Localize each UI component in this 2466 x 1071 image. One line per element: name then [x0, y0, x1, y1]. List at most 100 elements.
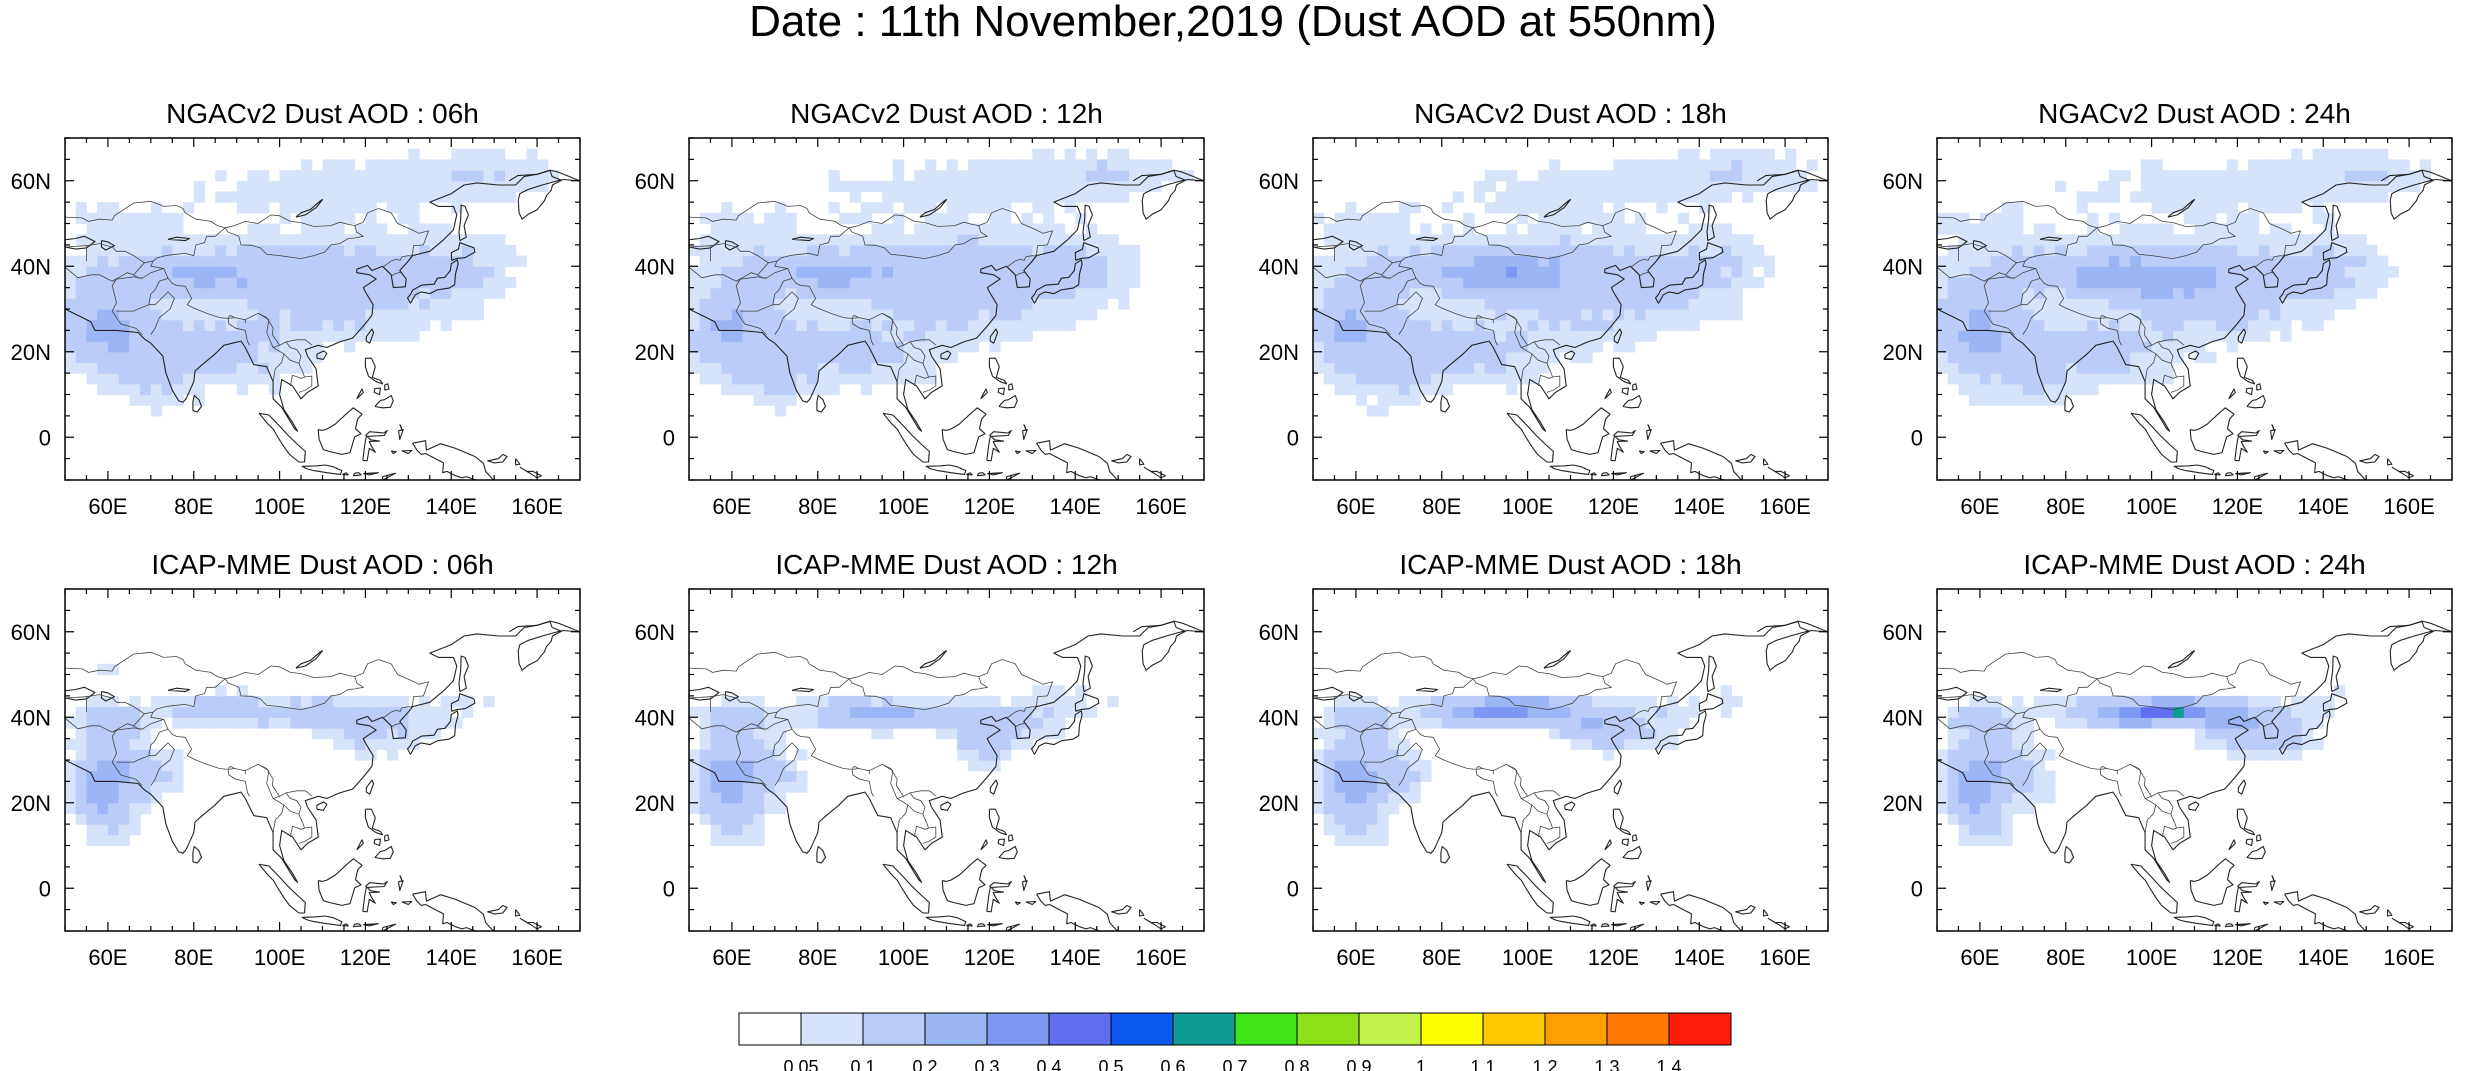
map-panel-5: 60E 80E 100E 120E 140E 160E 60N 40N 20N 0 ICAP-MME…: [11, 549, 581, 970]
x-tick-label: 80E: [1422, 945, 1461, 970]
map-panel-6: 60E 80E 100E 120E 140E 160E 60N 40N 20N 0 ICAP-MME…: [635, 549, 1205, 970]
y-tick-label: 60N: [1883, 620, 1923, 645]
x-tick-label: 120E: [964, 945, 1015, 970]
colorbar-label: 1.1: [1470, 1057, 1495, 1071]
country-borders: [689, 651, 1054, 844]
country-borders: [1937, 651, 2302, 844]
country-borders: [65, 651, 430, 844]
colorbar-swatch: [1110, 1012, 1174, 1046]
y-tick-label: 60N: [1259, 169, 1299, 194]
figure-title: Date : 11th November,2019 (Dust AOD at 5…: [749, 0, 1717, 46]
x-tick-label: 80E: [798, 494, 837, 519]
x-tick-label: 80E: [174, 945, 213, 970]
tick-marks: [64, 137, 581, 481]
y-tick-label: 20N: [11, 791, 51, 816]
x-tick-label: 60E: [88, 945, 127, 970]
colorbar-swatch: [1172, 1012, 1236, 1046]
y-tick-label: 20N: [635, 791, 675, 816]
tick-marks: [1936, 137, 2453, 481]
y-tick-label: 0: [663, 425, 675, 450]
x-tick-label: 160E: [2383, 494, 2434, 519]
country-borders: [1313, 651, 1678, 844]
x-tick-label: 60E: [1336, 494, 1375, 519]
tick-marks: [1312, 588, 1829, 932]
colorbar-swatch: [1296, 1012, 1360, 1046]
colorbar-label: 0.1: [850, 1057, 875, 1071]
map-panel-1: 60E 80E 100E 120E 140E 160E 60N 40N 20N 0 NGACv2 D…: [11, 98, 581, 519]
colorbar-label: 0.9: [1346, 1057, 1371, 1071]
colorbar-label: 0.8: [1284, 1057, 1309, 1071]
dust-aod-field: [65, 663, 495, 847]
x-tick-label: 60E: [1336, 945, 1375, 970]
panel-title: NGACv2 Dust AOD : 12h: [790, 98, 1103, 129]
y-tick-label: 60N: [11, 620, 51, 645]
dust-aod-field: [689, 148, 1194, 417]
x-tick-label: 140E: [1050, 945, 1101, 970]
y-tick-label: 20N: [1883, 340, 1923, 365]
y-tick-label: 40N: [11, 254, 51, 279]
y-tick-label: 0: [1911, 876, 1923, 901]
colorbar-swatch: [1048, 1012, 1112, 1046]
x-tick-label: 120E: [964, 494, 1015, 519]
x-tick-label: 60E: [712, 945, 751, 970]
panel-title: NGACv2 Dust AOD : 18h: [1414, 98, 1727, 129]
x-tick-label: 100E: [878, 945, 929, 970]
y-tick-label: 20N: [635, 340, 675, 365]
x-tick-label: 100E: [254, 945, 305, 970]
colorbar-swatch: [1606, 1012, 1670, 1046]
panel-title: NGACv2 Dust AOD : 24h: [2038, 98, 2351, 129]
colorbar-swatch: [862, 1012, 926, 1046]
panels-layer: 60E 80E 100E 120E 140E 160E 60N 40N 20N 0 NGACv2 D…: [11, 98, 2453, 970]
x-tick-label: 120E: [340, 494, 391, 519]
x-tick-label: 80E: [2046, 945, 2085, 970]
x-tick-label: 140E: [1050, 494, 1101, 519]
x-tick-label: 80E: [798, 945, 837, 970]
coastlines: [1313, 620, 1828, 931]
x-tick-label: 100E: [1502, 945, 1553, 970]
colorbar-label: 0.05: [783, 1057, 818, 1071]
x-tick-label: 80E: [1422, 494, 1461, 519]
x-tick-label: 100E: [2126, 945, 2177, 970]
x-tick-label: 100E: [254, 494, 305, 519]
x-tick-label: 140E: [426, 945, 477, 970]
colorbar-swatch: [924, 1012, 988, 1046]
y-tick-label: 60N: [1883, 169, 1923, 194]
colorbar-swatch: [1544, 1012, 1608, 1046]
y-tick-label: 20N: [1883, 791, 1923, 816]
x-tick-label: 120E: [1588, 945, 1639, 970]
y-tick-label: 20N: [11, 340, 51, 365]
x-tick-label: 100E: [878, 494, 929, 519]
colorbar-label: 0.5: [1098, 1057, 1123, 1071]
x-tick-label: 160E: [2383, 945, 2434, 970]
colorbar-label: 0.6: [1160, 1057, 1185, 1071]
panel-title: NGACv2 Dust AOD : 06h: [166, 98, 479, 129]
panel-title: ICAP-MME Dust AOD : 24h: [2023, 549, 2365, 580]
y-tick-label: 0: [1287, 876, 1299, 901]
x-tick-label: 100E: [1502, 494, 1553, 519]
y-tick-label: 60N: [1259, 620, 1299, 645]
x-tick-label: 140E: [426, 494, 477, 519]
colorbar-label: 1: [1416, 1057, 1426, 1071]
map-panel-8: 60E 80E 100E 120E 140E 160E 60N 40N 20N 0 ICAP-MME…: [1883, 549, 2453, 970]
x-tick-label: 160E: [1759, 945, 1810, 970]
x-tick-label: 140E: [2298, 945, 2349, 970]
colorbar-label: 1.4: [1656, 1057, 1681, 1071]
y-tick-label: 40N: [1259, 254, 1299, 279]
x-tick-label: 160E: [1135, 945, 1186, 970]
dust-aod-field: [1937, 685, 2346, 847]
country-borders: [1313, 200, 1678, 393]
colorbar-label: 0.2: [912, 1057, 937, 1071]
y-tick-label: 60N: [635, 169, 675, 194]
y-tick-label: 40N: [635, 254, 675, 279]
y-tick-label: 20N: [1259, 340, 1299, 365]
dust-aod-field: [1313, 685, 1743, 847]
x-tick-label: 80E: [174, 494, 213, 519]
y-tick-label: 0: [1287, 425, 1299, 450]
x-tick-label: 120E: [2212, 945, 2263, 970]
coastlines: [65, 169, 580, 480]
y-tick-label: 40N: [1883, 254, 1923, 279]
y-tick-label: 0: [663, 876, 675, 901]
colorbar-label: 0.7: [1222, 1057, 1247, 1071]
y-tick-label: 40N: [1883, 705, 1923, 730]
colorbar-swatch: [1234, 1012, 1298, 1046]
